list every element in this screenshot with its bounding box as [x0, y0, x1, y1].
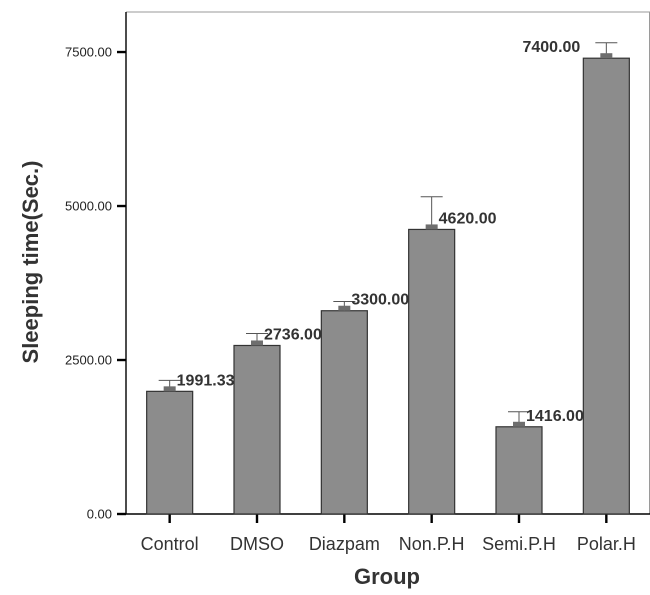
y-tick-label: 0.00: [87, 507, 112, 522]
data-label: 7400.00: [522, 39, 580, 56]
bar: [582, 57, 630, 515]
data-label: 1416.00: [526, 408, 584, 425]
x-axis-title: Group: [354, 564, 420, 589]
bars: [146, 42, 630, 515]
bar: [233, 344, 281, 515]
x-tick-label: Polar.H: [577, 534, 636, 554]
y-axis-title: Sleeping time(Sec.): [18, 161, 43, 364]
bar: [320, 310, 368, 515]
mean-marker: [338, 305, 351, 311]
mean-marker: [513, 421, 525, 427]
bar: [495, 426, 543, 515]
data-label: 2736.00: [264, 326, 322, 343]
y-tick-label: 2500.00: [65, 353, 112, 368]
data-labels: 1991.33 2736.00 3300.00 4620.00 1416.00 7400.…: [177, 39, 584, 425]
plot-frame: [126, 11, 650, 514]
mean-marker: [425, 224, 438, 230]
x-tick-label: Semi.P.H: [482, 534, 556, 554]
mean-marker: [163, 386, 176, 392]
y-tick-label: 7500.00: [65, 45, 112, 60]
x-tick-label: Non.P.H: [399, 534, 465, 554]
data-label: 3300.00: [351, 292, 409, 309]
mean-marker: [251, 340, 263, 346]
data-label: 4620.00: [439, 210, 497, 227]
y-tick-label: 5000.00: [65, 199, 112, 214]
axes: 0.00 2500.00 5000.00 7500.00 Control DMSO Diaz…: [65, 12, 650, 554]
bar: [146, 390, 194, 515]
x-tick-label: Diazpam: [309, 534, 380, 554]
bar: [408, 228, 456, 515]
x-tick-label: DMSO: [230, 534, 284, 554]
x-tick-label: Control: [141, 534, 199, 554]
data-label: 1991.33: [177, 372, 235, 389]
mean-marker: [600, 53, 613, 59]
